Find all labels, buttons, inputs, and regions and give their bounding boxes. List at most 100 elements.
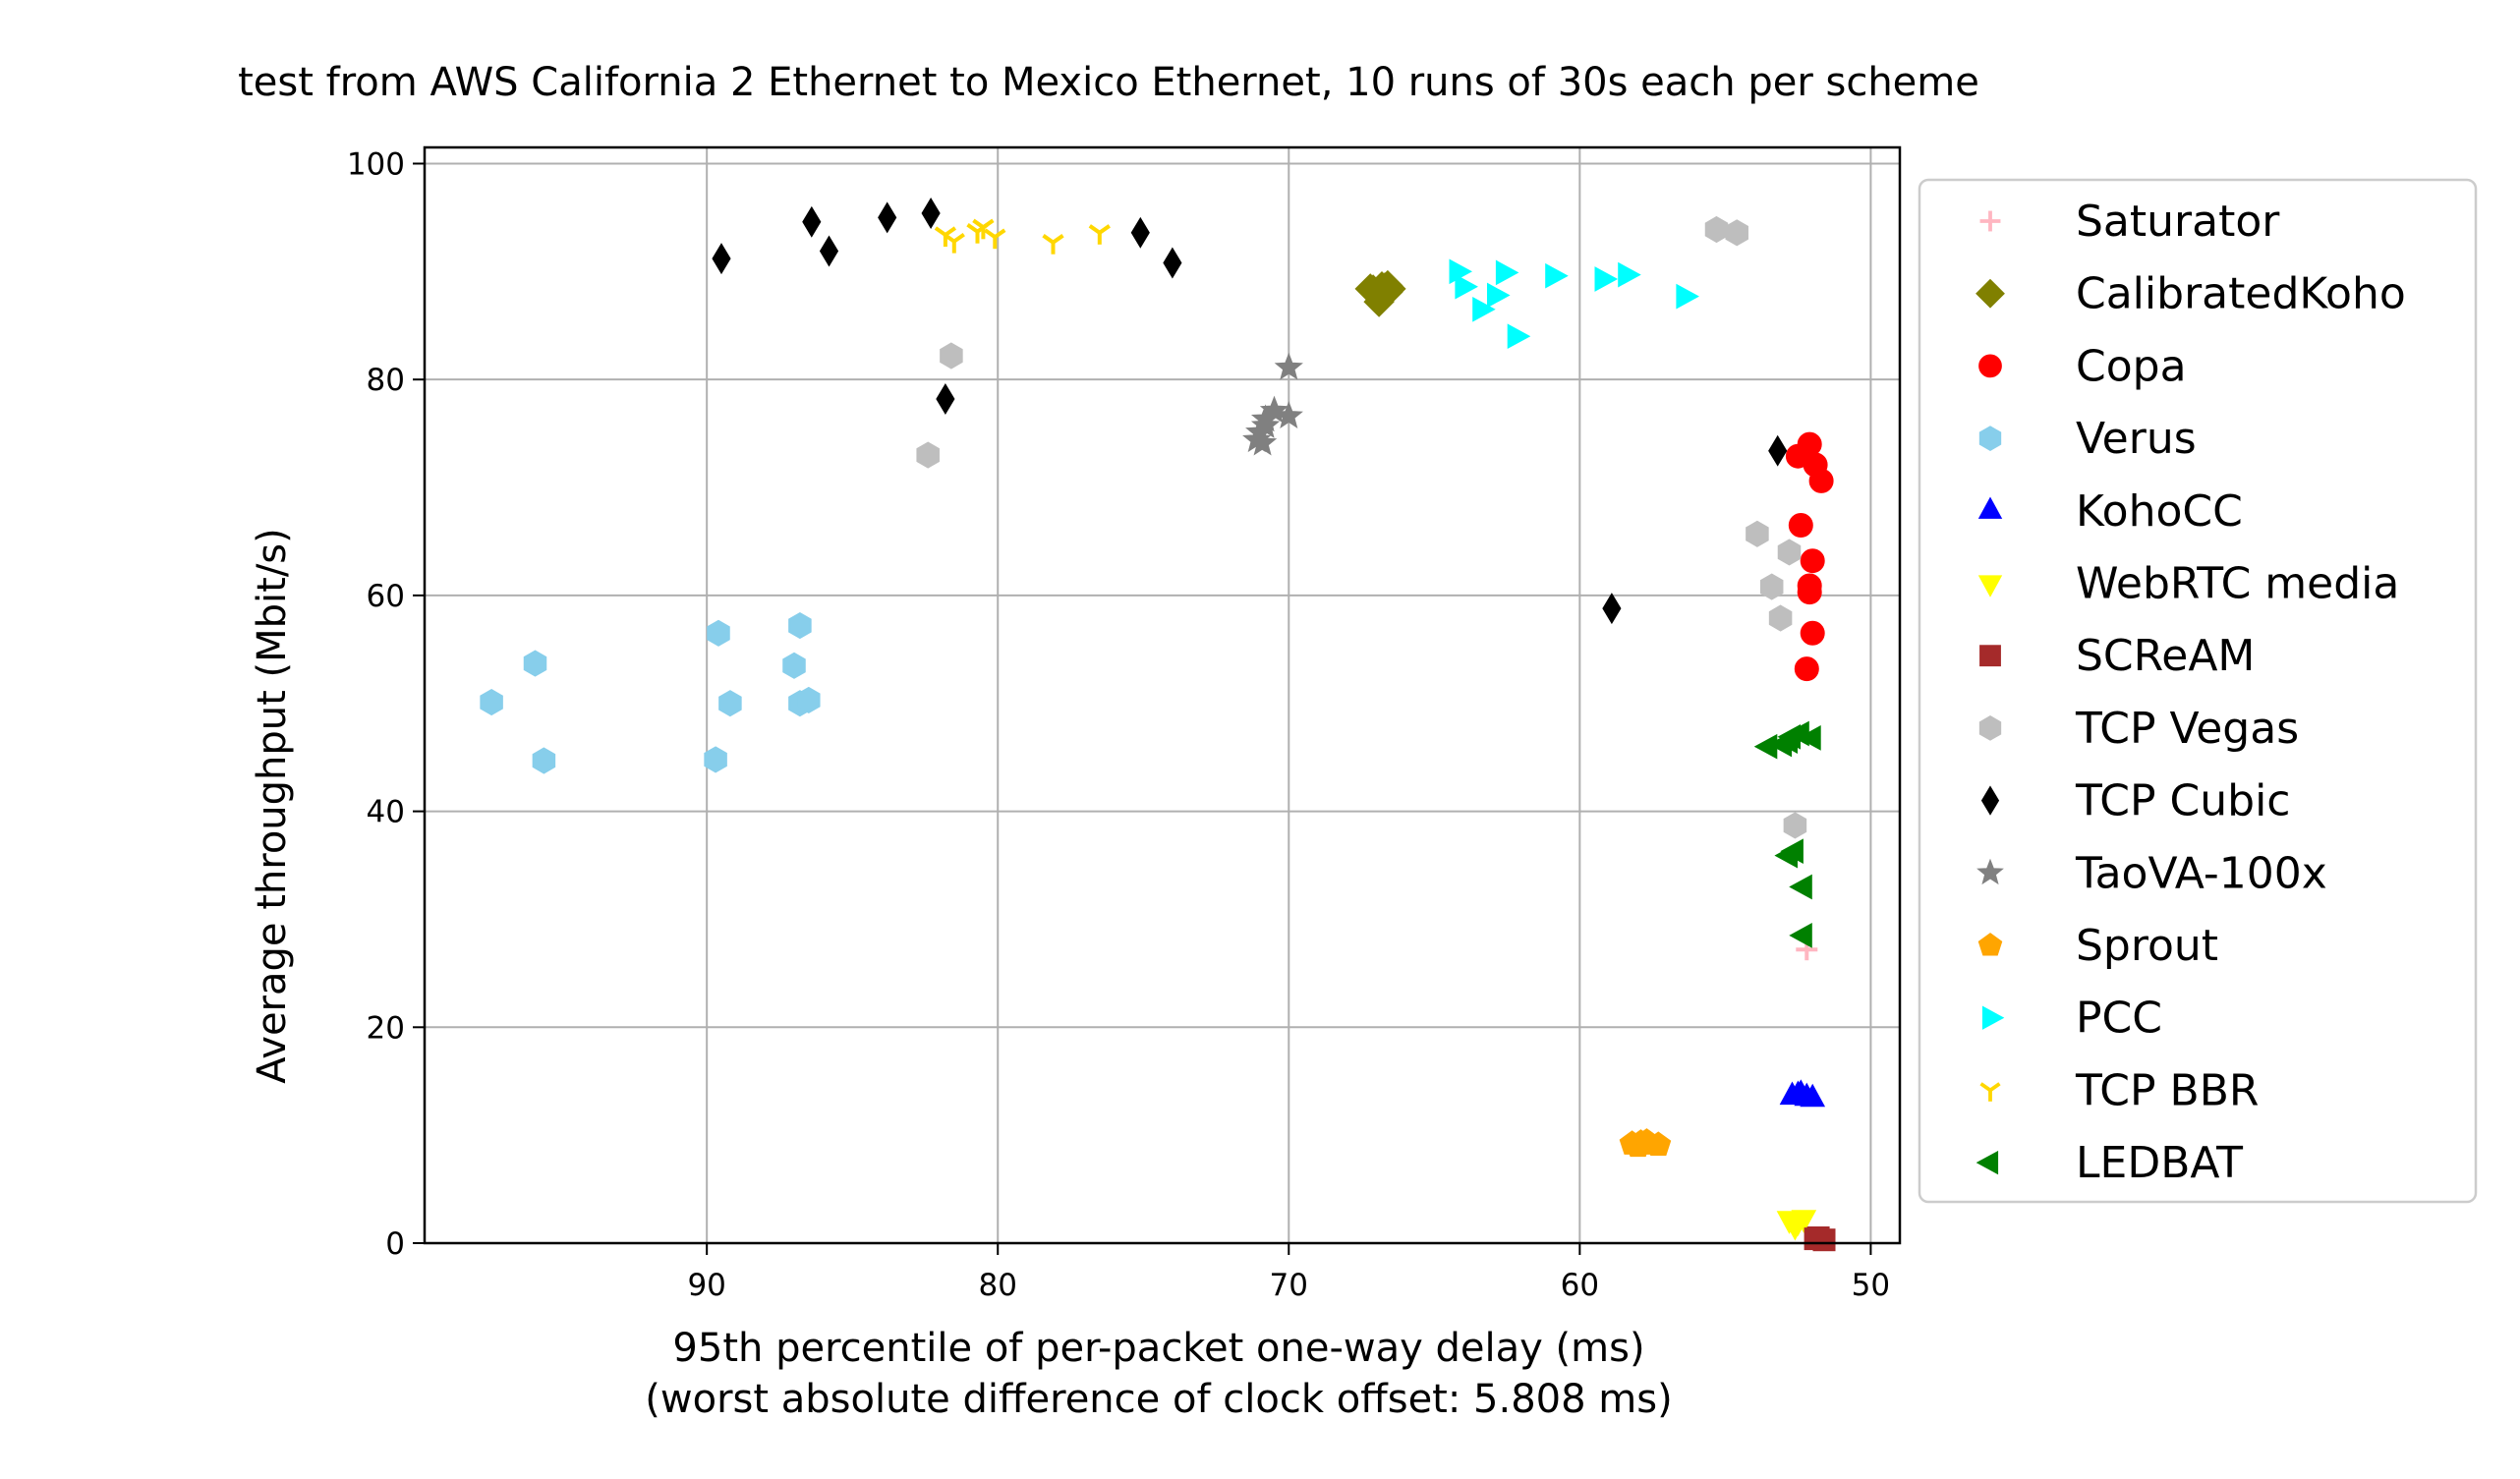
point-tcp-bbr [984, 228, 1006, 250]
legend-marker-pcc [1981, 1005, 2005, 1030]
x-tick-label: 60 [1561, 1268, 1599, 1303]
point-pcc [1676, 283, 1699, 310]
point-copa [1797, 580, 1822, 605]
legend-marker-calibratedkoho [1976, 278, 2005, 309]
legend-label-calibratedkoho: CalibratedKoho [2076, 269, 2406, 319]
legend-label-kohocc: KohoCC [2076, 486, 2243, 537]
point-pcc [1495, 259, 1519, 286]
y-tick-label: 20 [367, 1010, 405, 1046]
x-tick-label: 80 [979, 1268, 1017, 1303]
point-taova-100x [1274, 352, 1303, 380]
x-axis-label-line1: 95th percentile of per-packet one-way de… [672, 1326, 1644, 1371]
point-verus [782, 652, 806, 679]
plot-frame [423, 145, 1902, 1245]
legend-marker-verus [1978, 426, 2002, 451]
point-tcp-vegas [1768, 604, 1793, 632]
point-scream [1806, 1226, 1830, 1249]
point-taova-100x [1250, 411, 1281, 438]
y-tick-label: 0 [385, 1226, 405, 1262]
legend-marker-kohocc [1977, 496, 2003, 519]
point-copa [1800, 548, 1825, 574]
chart-title: test from AWS California 2 Ethernet to M… [238, 60, 1979, 105]
y-tick-label: 40 [367, 795, 405, 830]
legend-marker-webrtc-media [1977, 575, 2003, 597]
point-ledbat [1798, 725, 1821, 751]
point-tcp-cubic [1602, 593, 1622, 625]
point-tcp-vegas [1759, 573, 1784, 600]
point-webrtc-media [1782, 1217, 1808, 1241]
point-tcp-vegas [940, 342, 963, 370]
point-tcp-vegas [1725, 219, 1748, 247]
y-tick-label: 80 [367, 363, 405, 398]
x-axis-label-line2: (worst absolute difference of clock offs… [645, 1377, 1672, 1422]
y-axis-ticks: 0 20 40 60 80 100 [347, 146, 425, 1262]
point-tcp-cubic [936, 383, 955, 415]
x-tick-label: 70 [1270, 1268, 1308, 1303]
legend-label-ledbat: LEDBAT [2076, 1138, 2243, 1188]
point-tcp-cubic [819, 235, 839, 267]
point-pcc [1594, 266, 1619, 292]
point-tcp-vegas [1746, 520, 1769, 547]
legend-marker-taova-100x [1976, 858, 2004, 885]
legend-marker-ledbat [1976, 1150, 1999, 1175]
point-copa [1800, 620, 1825, 646]
point-calibratedkoho [1354, 273, 1386, 305]
point-tcp-vegas [1704, 215, 1729, 244]
legend-label-copa: Copa [2076, 341, 2187, 391]
point-verus [532, 747, 556, 774]
point-tcp-bbr [1042, 234, 1064, 255]
point-tcp-bbr [1088, 224, 1111, 245]
legend-marker-copa [1978, 354, 2002, 378]
point-pcc [1455, 273, 1478, 300]
point-ledbat [1789, 874, 1812, 900]
point-tcp-vegas [916, 441, 940, 469]
x-tick-label: 90 [687, 1268, 725, 1303]
legend-marker-scream [1979, 645, 2001, 667]
point-kohocc [1785, 1080, 1811, 1104]
legend-label-tcp-cubic: TCP Cubic [2075, 776, 2291, 826]
point-taova-100x [1274, 401, 1303, 428]
point-tcp-bbr [972, 218, 995, 240]
legend-marker-tcp-vegas [1978, 715, 2002, 741]
point-verus [797, 686, 821, 713]
point-copa [1794, 656, 1819, 682]
point-verus [704, 746, 727, 773]
point-verus [788, 612, 812, 640]
legend-marker-saturator [1979, 210, 2001, 232]
point-tcp-cubic [1163, 247, 1182, 279]
point-copa [1788, 513, 1813, 538]
point-tcp-cubic [712, 243, 731, 275]
point-verus [707, 619, 730, 647]
legend-label-sprout: Sprout [2076, 921, 2218, 971]
point-pcc [1507, 323, 1531, 350]
point-tcp-vegas [1783, 812, 1807, 839]
point-pcc [1487, 282, 1511, 309]
point-copa [1808, 468, 1834, 493]
point-tcp-cubic [1130, 216, 1150, 249]
legend-marker-tcp-bbr [1979, 1082, 2001, 1102]
x-tick-label: 50 [1852, 1268, 1890, 1303]
y-tick-label: 100 [347, 146, 405, 182]
x-axis-ticks: 90 80 70 60 50 [687, 1243, 1890, 1303]
legend-box [1918, 178, 2478, 1204]
legend-label-taova-100x: TaoVA-100x [2075, 848, 2327, 898]
point-ledbat [1777, 723, 1801, 750]
legend-label-verus: Verus [2076, 414, 2197, 464]
grid-lines [425, 147, 1900, 1244]
legend-label-scream: SCReAM [2076, 631, 2255, 681]
point-verus [718, 690, 742, 717]
point-tcp-cubic [878, 201, 897, 234]
data-points [480, 198, 1836, 1252]
legend-label-saturator: Saturator [2076, 197, 2280, 247]
point-tcp-cubic [802, 205, 822, 238]
point-ledbat [1789, 923, 1812, 948]
point-taova-100x [1242, 425, 1272, 453]
point-verus [480, 689, 503, 716]
legend-marker-sprout [1977, 933, 2003, 956]
point-pcc [1472, 296, 1496, 322]
point-pcc [1618, 261, 1641, 288]
point-tcp-bbr [943, 232, 965, 254]
point-tcp-cubic [921, 198, 941, 229]
legend-label-webrtc-media: WebRTC media [2076, 559, 2399, 609]
